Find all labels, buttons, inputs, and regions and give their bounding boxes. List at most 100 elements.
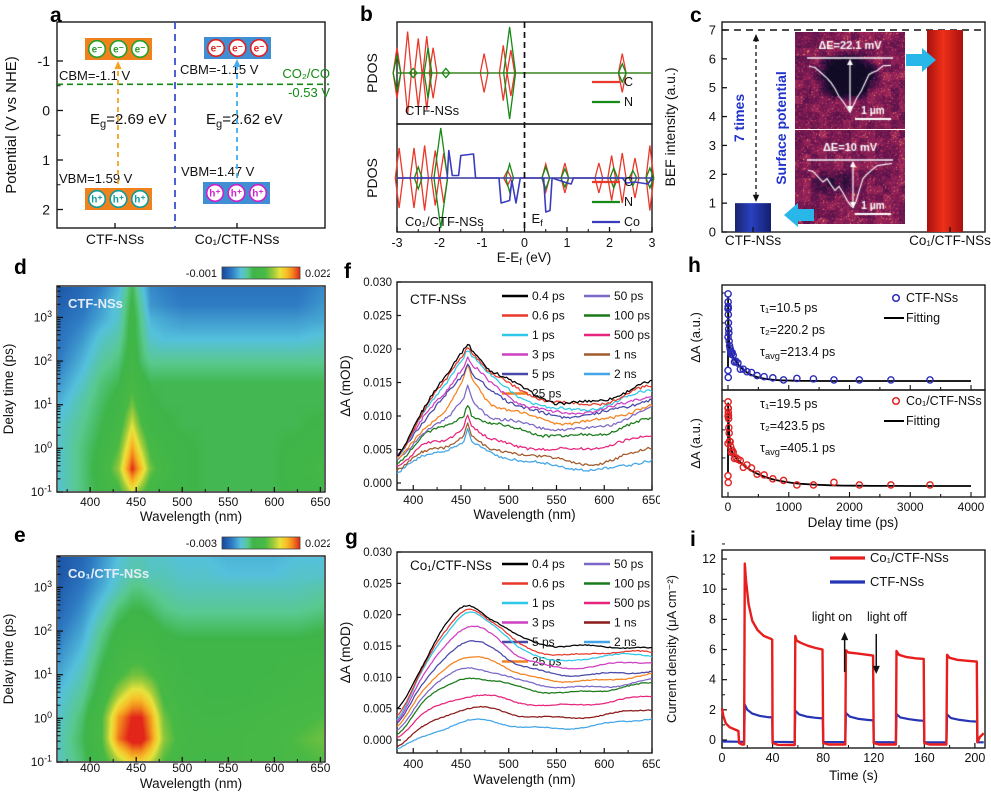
svg-text:101: 101 bbox=[34, 666, 52, 682]
svg-text:4000: 4000 bbox=[958, 500, 985, 514]
svg-text:50 ps: 50 ps bbox=[614, 289, 643, 303]
svg-text:600: 600 bbox=[594, 757, 614, 771]
svg-text:N: N bbox=[624, 95, 633, 109]
svg-text:-1: -1 bbox=[476, 236, 487, 250]
svg-text:e⁻: e⁻ bbox=[211, 44, 222, 55]
svg-text:E-Ef (eV): E-Ef (eV) bbox=[497, 250, 552, 268]
svg-text:0.6 ps: 0.6 ps bbox=[532, 309, 565, 323]
svg-text:0.015: 0.015 bbox=[363, 378, 392, 390]
svg-text:Potential (V vs NHE): Potential (V vs NHE) bbox=[3, 56, 20, 194]
svg-text:600: 600 bbox=[594, 493, 614, 507]
svg-text:VBM=1.59 V: VBM=1.59 V bbox=[59, 171, 133, 186]
svg-text:τ₂=423.5 ps: τ₂=423.5 ps bbox=[760, 419, 825, 433]
svg-text:h⁺: h⁺ bbox=[134, 195, 145, 206]
svg-text:3000: 3000 bbox=[897, 500, 924, 514]
svg-text:ΔA (a.u.): ΔA (a.u.) bbox=[688, 312, 703, 363]
svg-text:1: 1 bbox=[564, 236, 571, 250]
svg-text:h⁺: h⁺ bbox=[252, 189, 263, 200]
panel-d-letter: d bbox=[14, 256, 27, 279]
svg-text:Wavelength (nm): Wavelength (nm) bbox=[140, 776, 242, 791]
svg-text:Ef: Ef bbox=[532, 211, 544, 229]
svg-text:500: 500 bbox=[499, 493, 519, 507]
svg-text:2 ns: 2 ns bbox=[614, 367, 637, 381]
svg-text:τ₁=10.5 ps: τ₁=10.5 ps bbox=[760, 301, 817, 315]
svg-text:12: 12 bbox=[702, 552, 716, 566]
svg-text:e⁻: e⁻ bbox=[232, 44, 243, 55]
svg-text:7 times: 7 times bbox=[731, 94, 747, 142]
svg-text:-1: -1 bbox=[38, 53, 51, 69]
svg-text:e⁻: e⁻ bbox=[92, 45, 103, 56]
svg-text:450: 450 bbox=[451, 757, 471, 771]
panel-b-pdos: CTF-NSs C N Co₁/CTF-NSs C N Co Ef -3 -2 -1 0 1 2 3 E-Ef… bbox=[330, 0, 661, 268]
svg-text:2: 2 bbox=[606, 236, 613, 250]
heatmap-e-canvas bbox=[58, 557, 324, 761]
svg-text:Co₁/CTF-NSs: Co₁/CTF-NSs bbox=[195, 231, 280, 247]
svg-text:ΔA (mOD): ΔA (mOD) bbox=[338, 355, 353, 417]
svg-text:Co₁/CTF-NSs: Co₁/CTF-NSs bbox=[405, 214, 484, 229]
svg-text:2: 2 bbox=[42, 202, 50, 218]
panel-f-spectra: 0.000 0.005 0.010 0.015 0.020 0.025 0.030 400 45… bbox=[330, 250, 660, 522]
svg-text:Co₁/CTF-NSs: Co₁/CTF-NSs bbox=[410, 558, 492, 573]
svg-text:τavg=405.1 ps: τavg=405.1 ps bbox=[760, 441, 835, 457]
svg-text:CTF-NSs: CTF-NSs bbox=[405, 103, 460, 118]
svg-text:CBM=-1.1 V: CBM=-1.1 V bbox=[59, 68, 130, 83]
svg-text:CTF-NSs: CTF-NSs bbox=[870, 574, 925, 589]
svg-text:500 ps: 500 ps bbox=[614, 328, 650, 342]
svg-text:0.030: 0.030 bbox=[363, 547, 392, 559]
svg-text:VBM=1.47 V: VBM=1.47 V bbox=[181, 164, 255, 179]
panel-i-letter: i bbox=[690, 528, 696, 551]
svg-text:Delay time (ps): Delay time (ps) bbox=[1, 344, 16, 435]
svg-text:Co₁/CTF-NSs: Co₁/CTF-NSs bbox=[909, 233, 991, 248]
svg-text:τ₁=19.5 ps: τ₁=19.5 ps bbox=[760, 397, 817, 411]
svg-text:4: 4 bbox=[709, 673, 716, 687]
band-diagram-chart: -1 0 1 2 Potential (V vs NHE) CO₂/CO -0.53 V e⁻… bbox=[3, 21, 330, 247]
svg-text:Current density (μA cm⁻²): Current density (μA cm⁻²) bbox=[664, 575, 679, 723]
svg-text:102: 102 bbox=[34, 353, 52, 369]
panel-h-letter: h bbox=[688, 254, 701, 277]
heatmap-d-canvas bbox=[58, 287, 324, 491]
svg-text:0.010: 0.010 bbox=[363, 672, 392, 684]
svg-text:-2: -2 bbox=[434, 236, 445, 250]
svg-text:0: 0 bbox=[42, 103, 50, 119]
svg-text:N: N bbox=[624, 195, 633, 209]
svg-text:5: 5 bbox=[709, 80, 716, 95]
svg-text:BEF intensity (a.u.): BEF intensity (a.u.) bbox=[662, 67, 678, 186]
svg-text:Co₁/CTF-NSs: Co₁/CTF-NSs bbox=[870, 550, 949, 565]
svg-text:2 ns: 2 ns bbox=[614, 635, 637, 649]
svg-text:450: 450 bbox=[126, 761, 146, 775]
svg-text:0: 0 bbox=[725, 500, 732, 514]
svg-text:1: 1 bbox=[42, 152, 50, 168]
svg-text:-0.001: -0.001 bbox=[186, 268, 217, 280]
svg-text:0.030: 0.030 bbox=[363, 277, 392, 289]
svg-text:3: 3 bbox=[709, 138, 716, 153]
svg-text:Surface potential: Surface potential bbox=[773, 71, 789, 185]
svg-text:Delay time (ps): Delay time (ps) bbox=[808, 515, 899, 530]
svg-text:100: 100 bbox=[34, 710, 52, 726]
panel-b-letter: b bbox=[360, 3, 373, 26]
kinetics-chart: τ₁=10.5 ps τ₂=220.2 ps τavg=213.4 ps CTF-NS… bbox=[688, 284, 986, 530]
svg-text:Wavelength (nm): Wavelength (nm) bbox=[473, 772, 575, 787]
svg-text:C: C bbox=[624, 175, 633, 189]
svg-text:light on: light on bbox=[812, 610, 852, 624]
svg-text:e⁻: e⁻ bbox=[135, 45, 146, 56]
svg-text:0.022: 0.022 bbox=[305, 538, 330, 550]
svg-text:100 ps: 100 ps bbox=[614, 577, 650, 591]
svg-text:100 ps: 100 ps bbox=[614, 309, 650, 323]
svg-text:0.025: 0.025 bbox=[363, 311, 392, 323]
svg-text:6: 6 bbox=[709, 51, 716, 66]
svg-text:0.005: 0.005 bbox=[363, 704, 392, 716]
spectra-g-chart: 0.000 0.005 0.010 0.015 0.020 0.025 0.030 400 45… bbox=[338, 547, 660, 787]
svg-text:10-1: 10-1 bbox=[31, 753, 52, 769]
svg-text:Eg=2.62 eV: Eg=2.62 eV bbox=[206, 111, 283, 130]
svg-text:τ₂=220.2 ps: τ₂=220.2 ps bbox=[760, 323, 825, 337]
panel-h-kinetics: τ₁=10.5 ps τ₂=220.2 ps τavg=213.4 ps CTF-NS… bbox=[660, 250, 991, 530]
svg-text:1 ps: 1 ps bbox=[532, 596, 555, 610]
svg-text:Co₁/CTF-NSs: Co₁/CTF-NSs bbox=[906, 394, 982, 408]
svg-text:-0.53 V: -0.53 V bbox=[288, 85, 330, 100]
svg-text:0: 0 bbox=[719, 751, 726, 765]
svg-text:25 ps: 25 ps bbox=[532, 655, 561, 669]
svg-text:102: 102 bbox=[34, 623, 52, 639]
svg-text:650: 650 bbox=[310, 495, 330, 509]
svg-text:Wavelength (nm): Wavelength (nm) bbox=[473, 507, 575, 522]
